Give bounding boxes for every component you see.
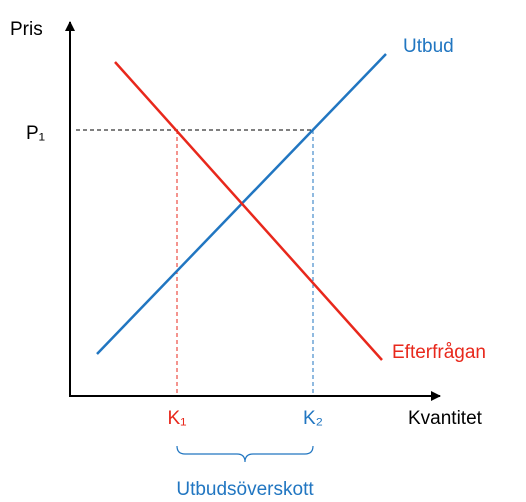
demand-label: Efterfrågan	[392, 342, 486, 363]
supply-label: Utbud	[403, 36, 454, 57]
demand-line	[114, 61, 383, 361]
y-axis-label: Pris	[10, 19, 43, 40]
surplus-label: Utbudsöverskott	[176, 479, 314, 500]
x-axis-label: Kvantitet	[408, 408, 483, 429]
surplus-brace	[176, 445, 314, 463]
price-label: P₁	[26, 123, 45, 144]
k1-label: K₁	[167, 408, 186, 429]
k2-label: K₂	[303, 408, 323, 429]
